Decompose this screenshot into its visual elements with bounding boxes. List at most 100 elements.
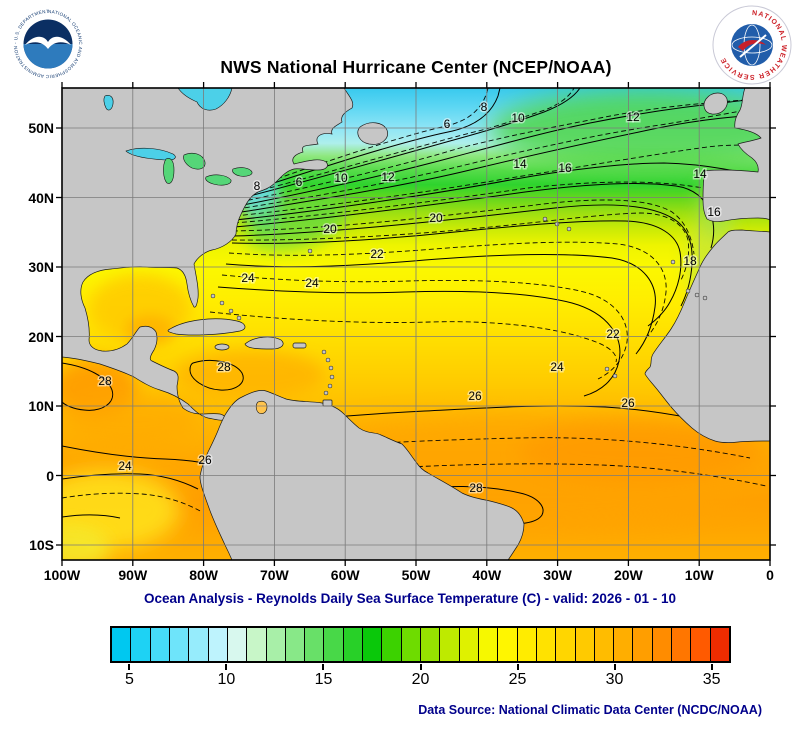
page-title: NWS National Hurricane Center (NCEP/NOAA… bbox=[220, 57, 612, 77]
nws-globe-parallel bbox=[731, 36, 773, 54]
lon-axis-label: 20W bbox=[613, 567, 643, 583]
colorbar-cell bbox=[208, 628, 228, 661]
isotherm-dashed bbox=[62, 492, 203, 513]
colorbar-cell bbox=[112, 628, 132, 661]
contour-label: 20 bbox=[323, 222, 337, 236]
isotherm-24-pacific bbox=[62, 473, 199, 490]
colorbar-cell bbox=[189, 628, 209, 661]
island-bahamas bbox=[210, 293, 216, 299]
contour-label: 26 bbox=[198, 453, 212, 467]
lon-axis-label: 80W bbox=[189, 567, 218, 583]
lat-axis-label: 10N bbox=[28, 398, 54, 414]
landmass-north-america bbox=[62, 88, 354, 421]
contour-label: 28 bbox=[217, 360, 231, 374]
isotherm-dashed bbox=[239, 99, 746, 203]
island-madeira bbox=[670, 259, 676, 265]
isotherm-dashed bbox=[221, 274, 628, 380]
lat-axis-label: 50N bbox=[28, 120, 54, 136]
contour-label: 6 bbox=[296, 175, 303, 189]
contour-label: 10 bbox=[511, 111, 525, 125]
contour-label: 8 bbox=[481, 100, 488, 114]
noaa-emblem-sea bbox=[23, 44, 73, 69]
isotherm-18 bbox=[232, 204, 693, 307]
island-lesser-antilles bbox=[329, 374, 335, 380]
gulf-of-guinea-warm bbox=[520, 422, 760, 482]
island-newfoundland bbox=[357, 122, 388, 145]
map-border bbox=[61, 87, 771, 561]
colorbar-cell bbox=[169, 628, 190, 661]
lat-axis-label: 30N bbox=[28, 259, 54, 275]
island-small-group bbox=[210, 216, 708, 396]
colorbar-tick-label: 25 bbox=[508, 671, 527, 688]
colorbar-cell bbox=[440, 628, 460, 661]
lat-axis-label: 10S bbox=[29, 537, 54, 553]
island-jamaica bbox=[214, 343, 230, 351]
data-source-credit: Data Source: National Climatic Data Cent… bbox=[418, 703, 762, 717]
island-azores bbox=[542, 216, 548, 222]
colorbar-tick-label: 15 bbox=[314, 671, 333, 688]
island-cuba bbox=[167, 318, 246, 336]
lon-axis-label: 30W bbox=[543, 567, 572, 583]
contour-label: 10 bbox=[334, 171, 348, 185]
colorbar-tick bbox=[225, 664, 228, 670]
colorbar-cell bbox=[594, 628, 615, 661]
contour-label: 16 bbox=[558, 161, 572, 175]
lon-axis-label: 100W bbox=[43, 567, 81, 583]
colorbar-cell bbox=[710, 628, 729, 661]
lake-superior bbox=[125, 147, 176, 161]
contour-label: 8 bbox=[254, 179, 261, 193]
nws-slash bbox=[739, 34, 767, 58]
lon-axis-label: 0 bbox=[766, 567, 774, 583]
colorbar-cell bbox=[633, 628, 653, 661]
island-cape-verde bbox=[612, 373, 618, 379]
island-lesser-antilles bbox=[323, 390, 329, 396]
colorbar-cell bbox=[285, 628, 306, 661]
contour-label: 22 bbox=[606, 327, 620, 341]
island-lesser-antilles bbox=[321, 349, 327, 355]
lat-axis-label: 0 bbox=[46, 467, 54, 484]
isotherm-dashed bbox=[231, 212, 690, 281]
noaa-seagull-icon bbox=[25, 36, 71, 49]
island-canary bbox=[694, 292, 700, 298]
isotherm-22-pacific bbox=[62, 514, 121, 519]
colorbar-cell bbox=[343, 628, 364, 661]
nws-logo: NATIONAL WEATHER SERVICE bbox=[712, 5, 792, 90]
isotherm-dashed bbox=[209, 311, 617, 363]
island-lesser-antilles bbox=[328, 365, 334, 371]
colorbar-cell bbox=[556, 628, 576, 661]
colorbar-tick bbox=[128, 664, 131, 670]
colorbar-cell bbox=[478, 628, 499, 661]
grid-layer bbox=[62, 88, 770, 560]
isotherm-dashed bbox=[232, 199, 695, 255]
colorbar-cell bbox=[247, 628, 267, 661]
colorbar-tick-label: 35 bbox=[702, 671, 721, 688]
lon-axis-label: 10W bbox=[684, 567, 714, 583]
contour-label: 28 bbox=[98, 374, 112, 388]
colorbar-cell bbox=[363, 628, 383, 661]
isotherm-22 bbox=[225, 253, 656, 355]
colorbar-cell bbox=[614, 628, 634, 661]
colorbar-tick-label: 20 bbox=[411, 671, 430, 688]
isotherm-20 bbox=[231, 220, 682, 327]
island-bermuda bbox=[307, 248, 313, 254]
island-lesser-antilles bbox=[325, 357, 331, 363]
island-bahamas bbox=[228, 308, 234, 314]
contour-label: 22 bbox=[370, 247, 384, 261]
axis-tick-layer bbox=[56, 82, 776, 566]
colorbar-cell bbox=[691, 628, 711, 661]
contour-label: 16 bbox=[707, 205, 721, 219]
island-azores bbox=[566, 226, 572, 232]
island-canary bbox=[702, 295, 708, 301]
isotherm-6 bbox=[251, 88, 501, 191]
colorbar-tick-label: 5 bbox=[124, 671, 134, 688]
isotherm-28-caribbean bbox=[189, 359, 244, 391]
contour-label-layer: 6 8 10 12 8 6 10 12 14 16 14 16 18 20 20 22 22 24 24 24 26 26… bbox=[97, 99, 723, 497]
island-bahamas bbox=[236, 315, 242, 321]
island-lesser-antilles bbox=[327, 383, 333, 389]
colorbar-tick bbox=[516, 664, 519, 670]
island-hispaniola bbox=[244, 336, 284, 350]
colorbar-cell bbox=[498, 628, 518, 661]
se-pacific-corner-cool bbox=[62, 526, 110, 560]
island-ireland bbox=[703, 92, 728, 115]
colorbar-cell bbox=[652, 628, 673, 661]
